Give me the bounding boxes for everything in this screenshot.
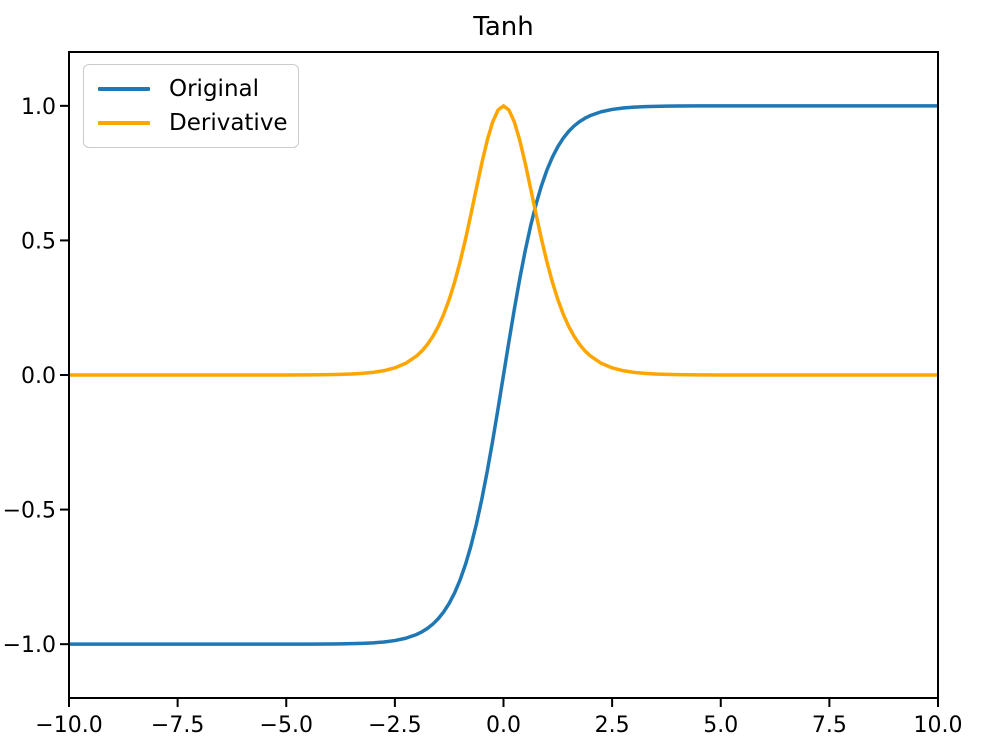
series-line-original <box>69 104 938 646</box>
x-axis-tick-label: −2.5 <box>368 713 421 738</box>
y-axis-tick-label: −0.5 <box>3 499 56 524</box>
x-axis-tick-label: 7.5 <box>812 713 847 738</box>
axes-spines <box>68 51 939 699</box>
legend-line-derivative <box>98 121 150 125</box>
legend-line-original <box>98 87 150 91</box>
x-axis-tick-label: −5.0 <box>260 713 313 738</box>
x-axis-tick-label: −7.5 <box>151 713 204 738</box>
legend-label-derivative: Derivative <box>169 110 288 136</box>
series-line-derivative <box>69 104 938 377</box>
x-axis-tick-label: 0.0 <box>486 713 521 738</box>
legend-label-original: Original <box>169 76 260 102</box>
y-axis-tick-label: −1.0 <box>3 633 56 658</box>
x-axis-tick-label: 5.0 <box>703 713 738 738</box>
y-axis-tick-label: 0.5 <box>21 229 56 254</box>
y-axis-tick-label: 1.0 <box>21 95 56 120</box>
x-axis-tick-label: 2.5 <box>595 713 630 738</box>
legend: Original Derivative <box>83 64 299 148</box>
x-axis-tick-label: −10.0 <box>35 713 102 738</box>
legend-item-derivative: Derivative <box>98 110 288 136</box>
legend-item-original: Original <box>98 76 284 102</box>
x-axis-tick-label: 10.0 <box>914 713 963 738</box>
y-axis-tick-label: 0.0 <box>21 364 56 389</box>
